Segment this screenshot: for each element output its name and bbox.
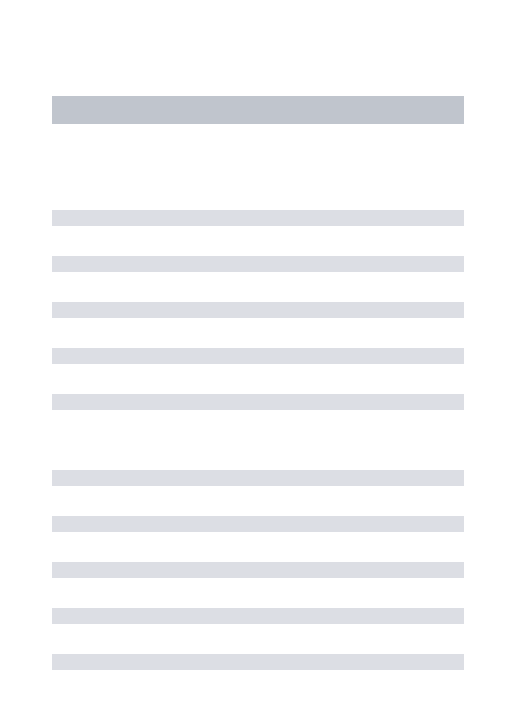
skeleton-line	[52, 348, 464, 364]
skeleton-title-bar	[52, 96, 464, 124]
skeleton-document	[0, 0, 516, 670]
skeleton-group-gap	[52, 440, 464, 470]
skeleton-line	[52, 608, 464, 624]
skeleton-line	[52, 516, 464, 532]
skeleton-line	[52, 654, 464, 670]
skeleton-line	[52, 562, 464, 578]
skeleton-line	[52, 470, 464, 486]
skeleton-line	[52, 210, 464, 226]
skeleton-line	[52, 302, 464, 318]
skeleton-line	[52, 256, 464, 272]
skeleton-line	[52, 394, 464, 410]
